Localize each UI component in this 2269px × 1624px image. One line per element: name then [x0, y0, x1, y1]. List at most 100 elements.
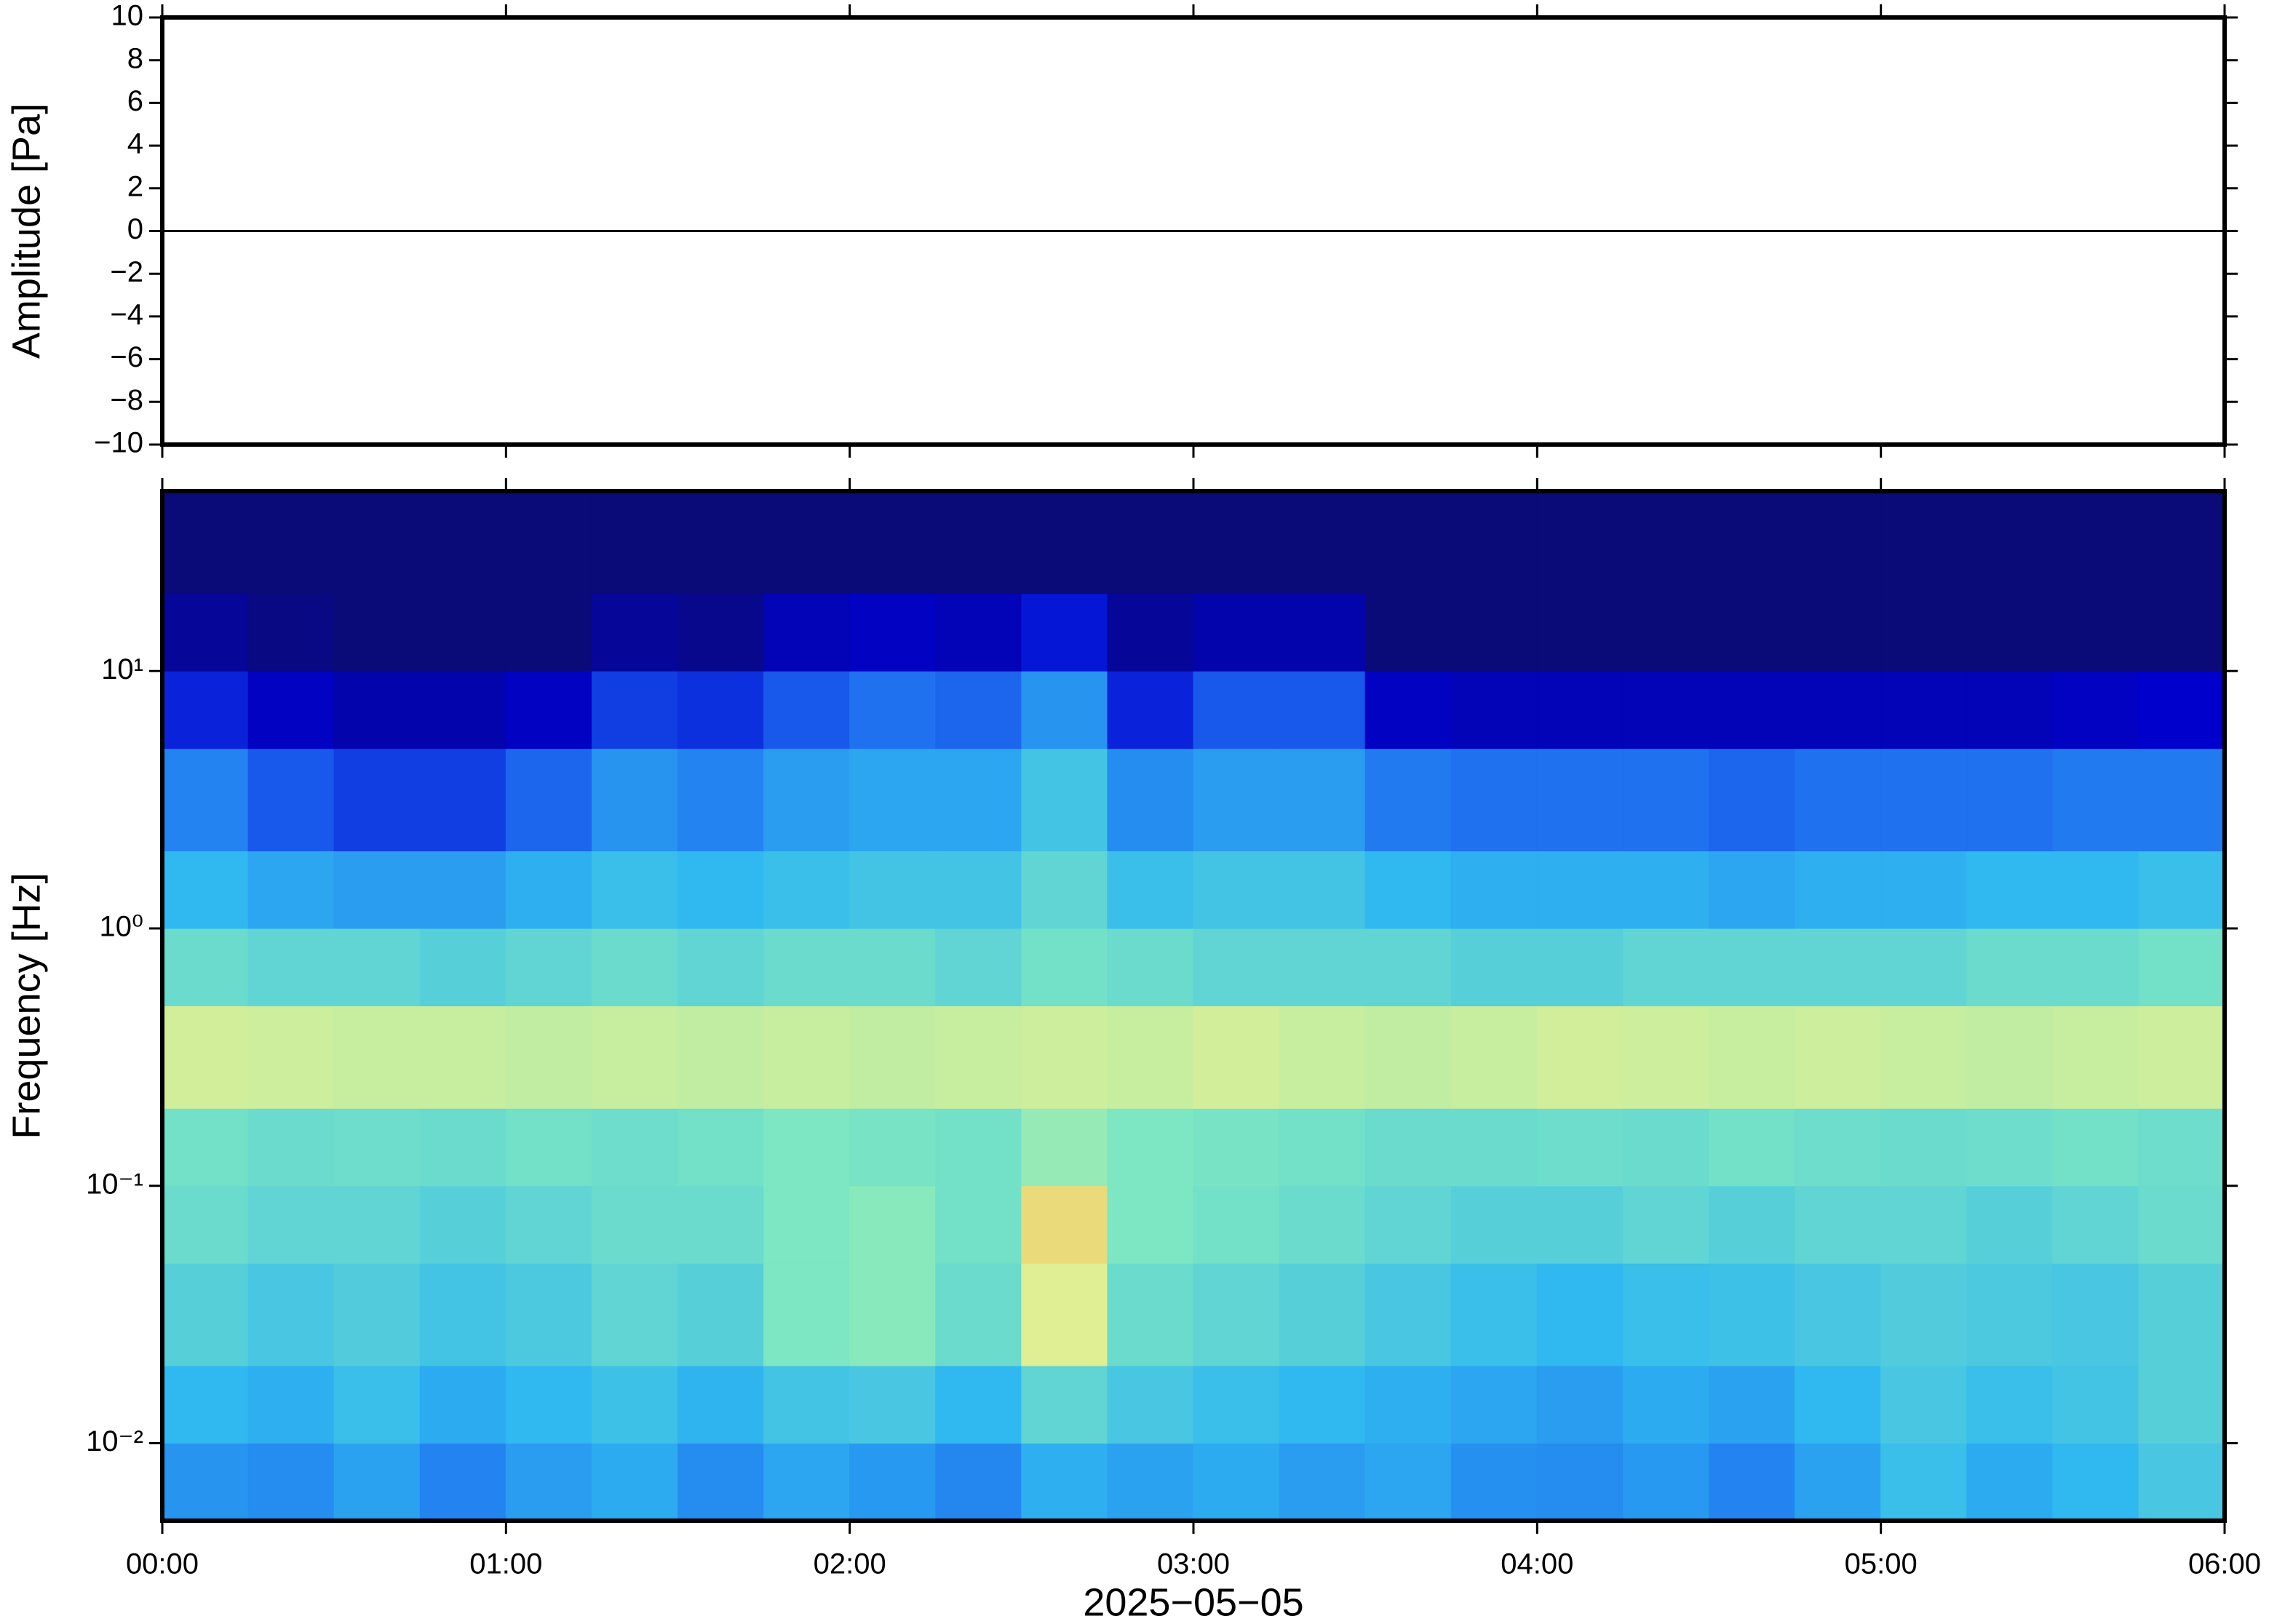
spectrogram-cell [591, 593, 679, 672]
spectrogram-cell [1450, 1185, 1538, 1264]
spectrogram-cell [1795, 491, 1882, 594]
spectrogram-cell [677, 1107, 765, 1187]
panel: −10 −8 −6 −4 −2 0 2 4 6 8 10 Amplitude [Pa] [4, 0, 2238, 459]
spectrogram-cell [1709, 748, 1796, 852]
x-axis-label: 2025−05−05 [1083, 1580, 1303, 1624]
spectrogram-cell [247, 1262, 335, 1366]
spectrogram-cell [763, 1185, 851, 1264]
spectrogram-cell [2138, 1185, 2225, 1264]
spectrogram-cell [1450, 1365, 1538, 1444]
spectrogram-cell [763, 851, 851, 929]
spectrogram-cell [2138, 1365, 2225, 1444]
spectrogram-cell [1880, 670, 1968, 749]
spectrogram-cell [1193, 1006, 1280, 1109]
spectrogram-cell [1622, 748, 1710, 852]
spectrogram-cell [1880, 928, 1968, 1006]
spectrogram-cell [591, 491, 679, 594]
spectrogram-cell [1622, 1365, 1710, 1444]
spectrogram-cell [1709, 1185, 1796, 1264]
spectrogram-cell [2052, 1262, 2139, 1366]
spectrogram-cell [1880, 1107, 1968, 1187]
spectrogram-cell [505, 1365, 592, 1444]
spectrogram-cell [1709, 928, 1796, 1006]
spectrogram-cell [2052, 1365, 2139, 1444]
spectrogram-cell [1021, 851, 1108, 929]
spectrogram-cell [1795, 1185, 1882, 1264]
spectrogram-cell [1364, 1107, 1452, 1187]
spectrogram-cell [1107, 1185, 1194, 1264]
x-tick-label: 06:00 [2188, 1548, 2261, 1580]
spectrogram-cell [1966, 1443, 2054, 1521]
spectrogram-cell [247, 928, 335, 1006]
spectrogram-cell [1880, 748, 1968, 852]
spectrogram-cell [162, 1006, 249, 1109]
spectrogram-cell [333, 851, 421, 929]
spectrogram-cell [1709, 1107, 1796, 1187]
spectrogram-cell [1622, 670, 1710, 749]
spectrogram-cell [162, 670, 249, 749]
spectrogram-cell [2138, 1006, 2225, 1109]
spectrogram-cell [1536, 1006, 1624, 1109]
spectrogram-cell [1107, 1262, 1194, 1366]
spectrogram-cell [2052, 1443, 2139, 1521]
spectrogram-cell [677, 1185, 765, 1264]
spectrogram-cell [419, 851, 506, 929]
spectrogram-cell [333, 1006, 421, 1109]
spectrogram-cell [247, 670, 335, 749]
spectrogram-cell [1709, 1262, 1796, 1366]
spectrogram-cell [505, 851, 592, 929]
spectrogram-cell [1536, 851, 1624, 929]
spectrogram-cell [763, 1107, 851, 1187]
spectrogram-cell [2138, 491, 2225, 594]
spectrogram-cell [1364, 748, 1452, 852]
spectrogram-cell [849, 593, 937, 672]
spectrogram-cell [1880, 1262, 1968, 1366]
spectrogram-cell [1279, 491, 1366, 594]
spectrogram-cell [1279, 1443, 1366, 1521]
spectrogram-cell [849, 851, 937, 929]
spectrogram-cell [2052, 1006, 2139, 1109]
spectrogram-cell [419, 1185, 506, 1264]
spectrogram-cell [1193, 1365, 1280, 1444]
spectrogram-cell [1107, 748, 1194, 852]
spectrogram-cell [1021, 1262, 1108, 1366]
spectrogram-cell [1193, 593, 1280, 672]
spectrogram-cell [419, 670, 506, 749]
spectrogram-cell [591, 928, 679, 1006]
spectrogram-cell [2052, 593, 2139, 672]
spectrogram-cell [505, 1006, 592, 1109]
spectrogram-cell [1021, 491, 1108, 594]
y-tick-label: −2 [110, 256, 143, 288]
spectrogram-cell [935, 670, 1022, 749]
spectrogram-cell [162, 1107, 249, 1187]
spectrogram-cell [1450, 491, 1538, 594]
spectrogram-cell [1279, 1365, 1366, 1444]
spectrogram-cell [162, 593, 249, 672]
spectrogram-cell [1021, 928, 1108, 1006]
spectrogram-cell [2138, 670, 2225, 749]
spectrogram-cell [763, 1365, 851, 1444]
spectrogram-cell [505, 748, 592, 852]
spectrogram-cell [935, 491, 1022, 594]
spectrogram-cell [591, 1262, 679, 1366]
spectrogram-cell [677, 1365, 765, 1444]
spectrogram-cell [247, 851, 335, 929]
spectrogram-cell [849, 1443, 937, 1521]
spectrogram-cell [1107, 1365, 1194, 1444]
spectrogram-cell [1966, 593, 2054, 672]
spectrogram-cell [505, 1443, 592, 1521]
spectrogram-cell [1966, 1006, 2054, 1109]
spectrogram-cell [1364, 1443, 1452, 1521]
spectrogram-cell [1279, 1185, 1366, 1264]
spectrogram-cell [2052, 491, 2139, 594]
spectrogram-cell [1450, 670, 1538, 749]
spectrogram-cell [333, 1365, 421, 1444]
spectrogram-cell [935, 1365, 1022, 1444]
spectrogram-cell [1795, 1006, 1882, 1109]
spectrogram-cell [1966, 670, 2054, 749]
spectrogram-cell [677, 491, 765, 594]
spectrogram-cell [935, 1107, 1022, 1187]
spectrogram-cell [591, 1107, 679, 1187]
spectrogram-cell [849, 1185, 937, 1264]
spectrogram-cell [419, 928, 506, 1006]
